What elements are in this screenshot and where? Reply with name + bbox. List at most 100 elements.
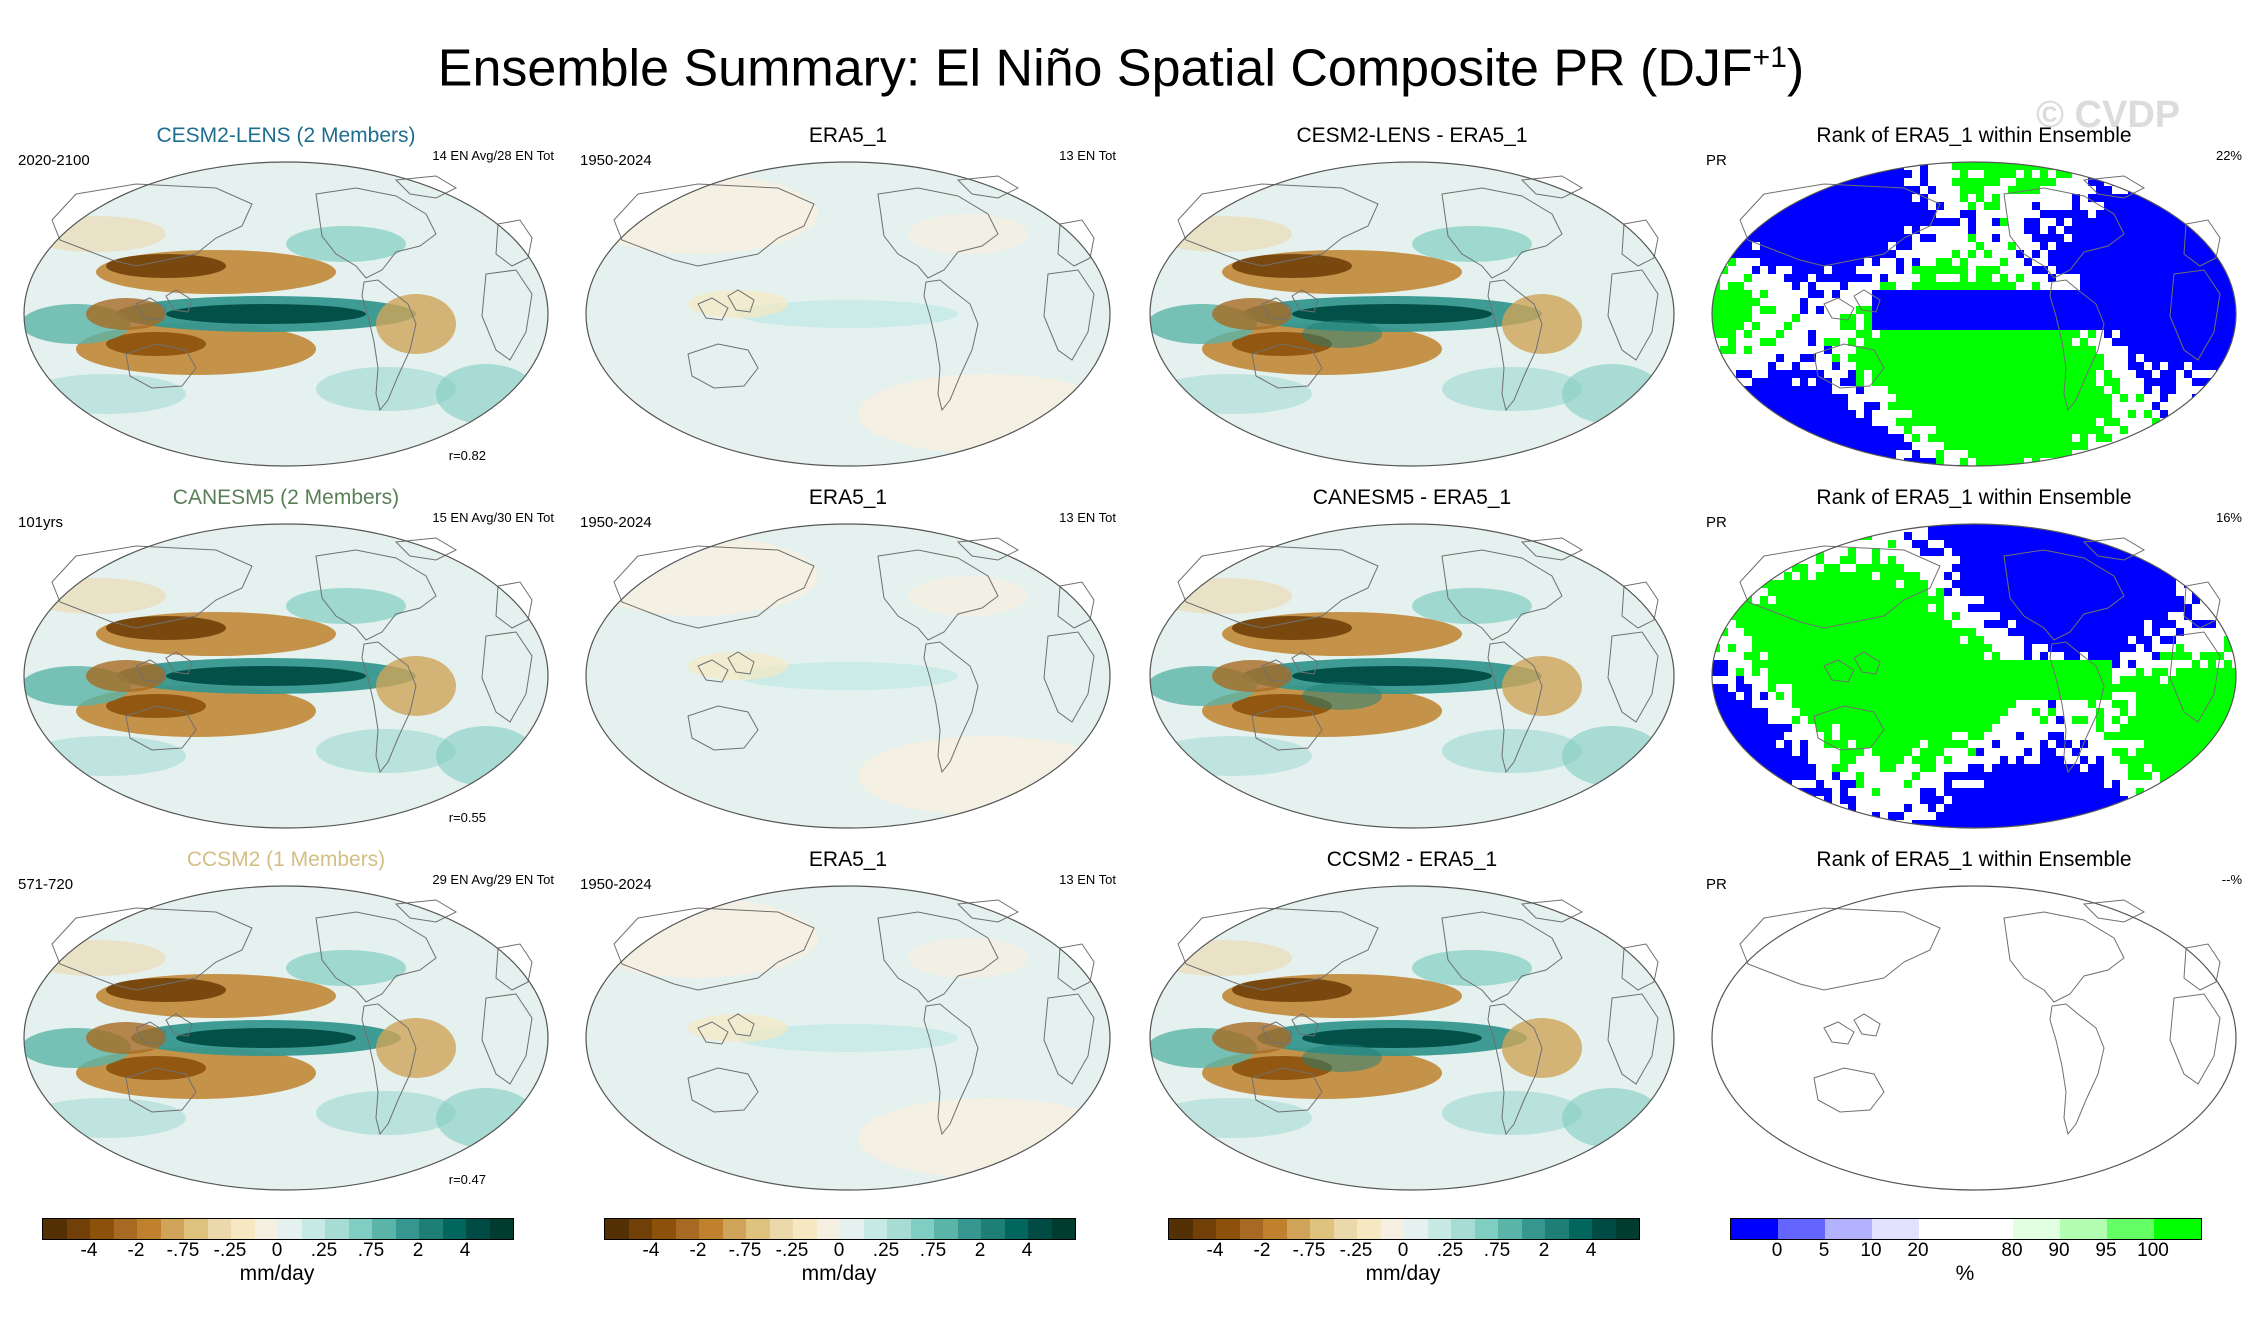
colorbar-unit-label: mm/day — [239, 1262, 315, 1285]
colorbar-swatch — [419, 1219, 443, 1239]
colorbar-tick-label: 80 — [2001, 1240, 2023, 1261]
colorbar-swatch — [628, 1219, 652, 1239]
panel-title: Rank of ERA5_1 within Ensemble — [1816, 124, 2132, 147]
colorbar-swatch — [66, 1219, 90, 1239]
rank-percent: 22% — [2215, 148, 2242, 163]
pattern-correlation: r=0.47 — [448, 1172, 486, 1187]
colorbar-tick-label: 0 — [1771, 1240, 1783, 1261]
colorbar-tick-label: 0 — [271, 1240, 283, 1261]
colorbar-swatch — [1521, 1219, 1545, 1239]
colorbar-tick-label: 4 — [459, 1240, 471, 1261]
colorbar-tick-label: 4 — [1585, 1240, 1597, 1261]
event-count: 14 EN Avg/28 EN Tot — [432, 148, 554, 163]
panel-model-row1: CESM2-LENS (2 Members) 2020-2100 14 EN A… — [16, 124, 556, 484]
period-label: 1950-2024 — [580, 876, 652, 893]
colorbar-swatch — [1451, 1219, 1475, 1239]
panel-title: CCSM2 - ERA5_1 — [1326, 848, 1498, 871]
colorbar-swatch — [1404, 1219, 1428, 1239]
figure-title-superscript: +1 — [1752, 41, 1787, 74]
colorbar-tick-label: 90 — [2048, 1240, 2070, 1261]
colorbar-tick-label: -.75 — [728, 1240, 762, 1261]
colorbar-tick-label: 5 — [1818, 1240, 1830, 1261]
colorbar-swatch — [43, 1219, 67, 1239]
rank-map — [1711, 885, 2237, 1191]
panel-title: Rank of ERA5_1 within Ensemble — [1816, 486, 2132, 509]
precip-colorbar-ticks: -4 -2 -.75 -.25 0 .25 .75 2 4 — [1168, 1240, 1638, 1270]
colorbar-swatch — [231, 1219, 255, 1239]
panel-title: ERA5_1 — [808, 848, 888, 871]
colorbar-swatch — [1357, 1219, 1381, 1239]
variable-label: PR — [1706, 152, 1727, 169]
colorbar-swatch — [1731, 1219, 1778, 1239]
event-count: 15 EN Avg/30 EN Tot — [432, 510, 554, 525]
colorbar-tick-label: 4 — [1021, 1240, 1033, 1261]
colorbar-tick-label: 0 — [1397, 1240, 1409, 1261]
colorbar-swatch — [1498, 1219, 1522, 1239]
figure-title-text: Ensemble Summary: El Niño Spatial Compos… — [437, 39, 1753, 98]
pattern-correlation: r=0.82 — [448, 448, 486, 463]
colorbar-swatch — [1474, 1219, 1498, 1239]
colorbar-unit-label: mm/day — [1365, 1262, 1441, 1285]
panel-rank-row1: Rank of ERA5_1 within Ensemble PR 22% — [1704, 124, 2242, 484]
colorbar-swatch — [722, 1219, 746, 1239]
rank-map — [1711, 161, 2237, 467]
colorbar-tick-label: 100 — [2137, 1240, 2169, 1261]
colorbar-tick-label: -.25 — [1339, 1240, 1373, 1261]
pattern-correlation: r=0.55 — [448, 810, 486, 825]
colorbar-swatch — [1333, 1219, 1357, 1239]
colorbar-tick-label: -.75 — [166, 1240, 200, 1261]
panel-title: ERA5_1 — [808, 486, 888, 509]
colorbar-swatch — [254, 1219, 278, 1239]
colorbar-swatch — [160, 1219, 184, 1239]
colorbar-swatch — [137, 1219, 161, 1239]
panel-title: CESM2-LENS (2 Members) — [156, 124, 416, 147]
event-count: 13 EN Tot — [1059, 148, 1116, 163]
colorbar-swatch — [90, 1219, 114, 1239]
colorbar-swatch — [816, 1219, 840, 1239]
precip-map — [23, 523, 549, 829]
colorbar-tick-label: -2 — [127, 1240, 145, 1261]
figure-title-close: ) — [1786, 39, 1805, 98]
precip-map — [23, 885, 549, 1191]
precip-colorbar — [604, 1218, 1076, 1240]
colorbar-swatch — [1192, 1219, 1216, 1239]
colorbar-swatch — [934, 1219, 958, 1239]
panel-title: Rank of ERA5_1 within Ensemble — [1816, 848, 2132, 871]
panel-diff-row2: CANESM5 - ERA5_1 — [1142, 486, 1682, 846]
colorbar-tick-label: -.25 — [775, 1240, 809, 1261]
panel-model-row2: CANESM5 (2 Members) 101yrs 15 EN Avg/30 … — [16, 486, 556, 846]
colorbar-swatch — [395, 1219, 419, 1239]
colorbar-swatch — [372, 1219, 396, 1239]
colorbar-swatch — [1239, 1219, 1263, 1239]
precip-difference-map — [1149, 523, 1675, 829]
event-count: 13 EN Tot — [1059, 510, 1116, 525]
colorbar-swatch — [1545, 1219, 1569, 1239]
panel-title: CANESM5 - ERA5_1 — [1312, 486, 1512, 509]
colorbar-swatch — [348, 1219, 372, 1239]
precip-difference-map — [1149, 161, 1675, 467]
precip-map — [585, 885, 1111, 1191]
colorbar-swatch — [1004, 1219, 1028, 1239]
colorbar-swatch — [113, 1219, 137, 1239]
colorbar-tick-label: -.75 — [1292, 1240, 1326, 1261]
colorbar-tick-label: .25 — [1436, 1240, 1464, 1261]
colorbar-swatch — [1919, 1219, 1966, 1239]
panel-obs-row1: ERA5_1 1950-2024 13 EN Tot — [578, 124, 1118, 484]
period-label: 1950-2024 — [580, 514, 652, 531]
colorbar-swatch — [207, 1219, 231, 1239]
precip-colorbar-ticks: -4 -2 -.75 -.25 0 .25 .75 2 4 — [604, 1240, 1074, 1270]
colorbar-tick-label: -4 — [80, 1240, 98, 1261]
panel-title: CCSM2 (1 Members) — [186, 848, 386, 871]
precip-map — [585, 161, 1111, 467]
panel-title: CANESM5 (2 Members) — [172, 486, 400, 509]
colorbar-tick-label: -4 — [1206, 1240, 1224, 1261]
colorbar-swatch — [1427, 1219, 1451, 1239]
colorbar-swatch — [769, 1219, 793, 1239]
colorbar-tick-label: 2 — [412, 1240, 424, 1261]
colorbar-swatch — [1778, 1219, 1825, 1239]
colorbar-swatch — [301, 1219, 325, 1239]
colorbar-swatch — [1028, 1219, 1052, 1239]
colorbar-tick-label: .75 — [919, 1240, 947, 1261]
rank-colorbar-ticks: 0 5 10 20 80 90 95 100 — [1730, 1240, 2200, 1270]
period-label: 571-720 — [18, 876, 74, 893]
